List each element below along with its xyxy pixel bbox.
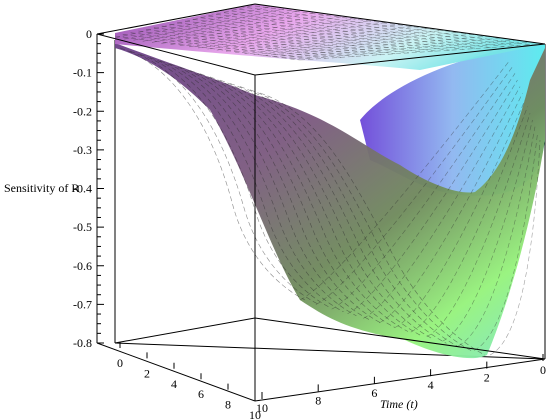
mesh-line [159,60,357,316]
z-tick-label: 0 [86,27,92,41]
second-axis-tick-label: 4 [171,377,177,391]
mesh-line [216,14,477,49]
mesh-line [199,73,408,332]
mesh-line [139,54,331,309]
mesh-line [272,37,502,57]
z-tick-label: -0.5 [73,220,92,234]
mesh-line [177,22,409,54]
mesh-line [489,139,541,356]
z-axis: 0 -0.1 -0.2 -0.3 -0.4 -0.5 -0.6 -0.7 -0.8 [73,27,104,350]
second-axis-tick-label: 0 [117,356,123,370]
z-tick-label: -0.6 [73,259,92,273]
second-axis-tick-label: 8 [225,398,231,412]
mesh-line [299,59,511,301]
mesh-line [119,47,306,301]
mesh-line [253,33,473,55]
mesh-line [208,15,464,50]
mesh-line [130,32,328,59]
mesh-line [223,12,491,48]
plot-box-front [96,3,546,402]
mesh-line [219,79,434,340]
z-tick-label: -0.2 [73,104,92,118]
mesh-line [138,30,341,58]
mesh-line [249,89,473,352]
mesh-line [200,17,450,51]
mesh-line [179,67,383,324]
time-axis-tick-label: 4 [428,378,434,392]
z-tick-label: -0.7 [73,297,92,311]
mesh-line [331,73,516,310]
second-axis-tick-label: 10 [249,408,261,419]
mesh-line [229,83,447,344]
mesh-line [410,106,528,333]
mesh-line [146,29,355,57]
mesh-line [169,63,370,320]
z-tick-label: -0.4 [73,182,92,196]
mesh-line [161,14,328,44]
time-axis-tick-label: 2 [484,371,490,385]
mesh-line [124,6,270,40]
mesh-line [169,24,396,55]
mesh-line [161,25,382,55]
time-axis-tick-label: 6 [371,386,377,400]
second-axis: 0 2 4 6 8 10 [117,342,261,419]
mesh-line [188,20,372,48]
mesh-line [474,133,538,351]
mesh-line [281,39,517,59]
mesh-line [315,66,513,305]
second-axis-tick-label: 2 [144,366,150,380]
time-axis-label: Time (t) [380,397,418,411]
mesh-line [235,30,444,53]
mesh-line [394,99,526,328]
z-tick-label: -0.8 [73,336,92,350]
second-axis-tick-label: 6 [198,387,204,401]
time-axis-tick-label: 10 [256,401,268,415]
mesh-line [114,35,301,61]
lower-surface [115,43,545,359]
mesh-line [122,34,314,60]
time-axis: 10 8 6 4 2 0 [256,354,546,415]
mesh-line [189,70,396,328]
z-tick-label: -0.3 [73,143,92,157]
mesh-line [239,9,518,47]
mesh-line [153,27,369,56]
mesh-line [244,32,459,54]
mesh-line [363,86,521,319]
mesh-line [151,12,314,43]
mesh-line [259,92,486,356]
time-axis-tick-label: 0 [540,363,546,377]
mesh-line [379,93,523,324]
mesh-line [458,126,536,347]
mesh-line [192,19,437,52]
mesh-line [239,86,460,348]
mesh-line [442,119,533,342]
mesh-line [142,10,299,42]
mesh-line [133,8,285,41]
mesh-line [262,35,488,56]
mesh-line [149,57,344,313]
mesh-line [225,28,430,52]
mesh-line [207,24,401,50]
mesh-line [170,16,343,45]
mesh-line [129,50,318,305]
mesh-line [216,26,415,51]
mesh-line [179,18,357,46]
mesh-line [426,113,531,337]
mesh-line [231,10,505,47]
z-tick-label: -0.1 [73,66,92,80]
time-axis-tick-label: 8 [315,393,321,407]
mesh-line [290,41,531,60]
mesh-line [299,43,546,61]
back-surface [360,44,545,196]
z-axis-label: Sensitivity of R [4,181,79,195]
